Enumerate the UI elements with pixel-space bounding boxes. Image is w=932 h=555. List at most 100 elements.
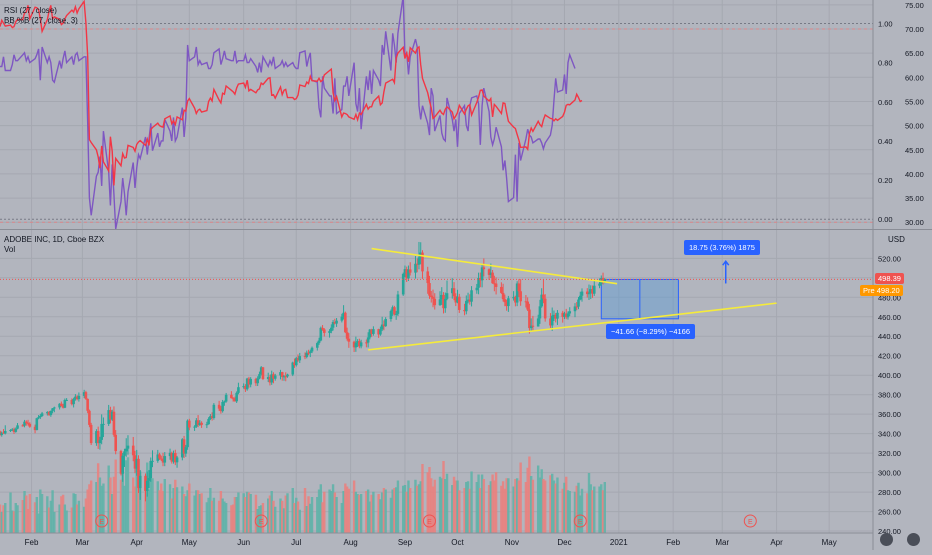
volume-bar	[579, 495, 582, 533]
candle-body	[305, 352, 309, 357]
volume-bar	[233, 497, 237, 533]
x-tick-label: Mar	[715, 538, 729, 547]
candle-body	[280, 372, 284, 377]
candle-body	[500, 286, 503, 293]
candle-body	[49, 410, 53, 416]
measure-bottom-label[interactable]: −41.66 (−8.29%) −4166	[606, 324, 696, 339]
volume-bar	[296, 501, 300, 533]
currency-label[interactable]: USD	[888, 235, 905, 244]
symbol-title[interactable]: ADOBE INC, 1D, Cboe BZX	[4, 235, 105, 244]
candle-body	[121, 455, 125, 474]
candle-body	[359, 342, 363, 347]
volume-bar	[317, 489, 321, 533]
bb-legend-label[interactable]: BB %B (27, close, 3)	[4, 16, 78, 25]
volume-bar	[39, 489, 42, 533]
candle-body	[335, 320, 338, 324]
candle-body	[519, 291, 522, 302]
rsi-legend-label[interactable]: RSI (27, close)	[4, 6, 57, 15]
x-tick-label: Aug	[343, 538, 357, 547]
settings-gear-icon[interactable]	[880, 533, 893, 546]
pre-market-label: Pre	[863, 285, 875, 295]
candle-body	[53, 407, 56, 409]
volume-bar	[198, 494, 202, 533]
candle-body	[482, 267, 486, 270]
volume-bar	[160, 483, 163, 533]
candle-body	[503, 299, 507, 303]
volume-bar	[416, 485, 419, 533]
candle-body	[258, 374, 261, 379]
candle-body	[23, 421, 26, 426]
volume-bar	[465, 482, 468, 533]
volume-bar	[72, 493, 75, 533]
measure-box[interactable]	[600, 259, 730, 320]
candle-body	[16, 425, 19, 429]
volume-bar	[244, 497, 247, 533]
volume-bar	[589, 484, 592, 533]
volume-bar	[470, 471, 473, 533]
candle-body	[123, 451, 126, 456]
volume-bar	[468, 488, 472, 533]
volume-bar	[309, 503, 312, 533]
volume-bar	[258, 506, 261, 533]
volume-bar	[279, 498, 282, 533]
volume-bar	[23, 491, 26, 533]
volume-bar	[151, 478, 154, 533]
volume-bar	[147, 489, 151, 533]
candle-body	[391, 307, 394, 312]
volume-bar	[182, 494, 186, 533]
candle-body	[340, 316, 344, 321]
candle-body	[84, 392, 88, 399]
x-tick-label: Dec	[557, 538, 571, 547]
candle-body	[368, 329, 372, 338]
volume-bar	[366, 489, 370, 533]
pre-market-price: 498.20	[876, 285, 900, 295]
volume-bar	[237, 492, 240, 533]
volume-bar	[170, 498, 173, 533]
volume-bar	[531, 479, 535, 533]
volume-bar	[114, 459, 117, 533]
x-tick-label: Feb	[666, 538, 680, 547]
volume-bar	[70, 507, 74, 533]
earnings-marker	[254, 514, 268, 528]
volume-bar	[342, 491, 345, 533]
measure-top-label[interactable]: 18.75 (3.76%) 1875	[684, 240, 760, 255]
fullscreen-icon[interactable]	[907, 533, 920, 546]
trendlines[interactable]	[0, 247, 873, 351]
volume-bar	[26, 509, 30, 533]
candle-body	[342, 312, 345, 317]
candle-body	[344, 312, 347, 333]
volume-bar	[528, 456, 531, 533]
candle-body	[266, 377, 270, 380]
volume-bar	[25, 495, 28, 533]
volume-bar	[440, 478, 443, 533]
volume-bar	[35, 497, 39, 533]
candle-body	[592, 285, 596, 294]
volume-bar	[254, 494, 258, 533]
candle-body	[217, 404, 221, 409]
candle-body	[209, 416, 212, 419]
volume-bar	[494, 472, 498, 533]
volume-bar	[358, 494, 361, 533]
volume-bar	[354, 491, 358, 533]
candle-body	[270, 374, 274, 383]
volume-bar	[53, 512, 56, 533]
candle-body	[294, 358, 298, 366]
price-tick-label: 380.00	[878, 391, 901, 400]
volume-legend-label[interactable]: Vol	[4, 245, 16, 254]
volume-bar	[421, 464, 424, 533]
candle-body	[433, 298, 437, 306]
candle-body	[72, 399, 75, 405]
volume-bar	[501, 481, 505, 533]
candle-body	[9, 430, 12, 432]
candle-body	[457, 296, 461, 310]
candle-body	[528, 309, 531, 329]
candle-body	[330, 327, 333, 332]
candle-body	[538, 306, 542, 319]
candle-body	[286, 374, 289, 377]
candle-body	[291, 362, 295, 375]
candle-body	[2, 432, 5, 434]
volume-bar	[196, 490, 200, 533]
